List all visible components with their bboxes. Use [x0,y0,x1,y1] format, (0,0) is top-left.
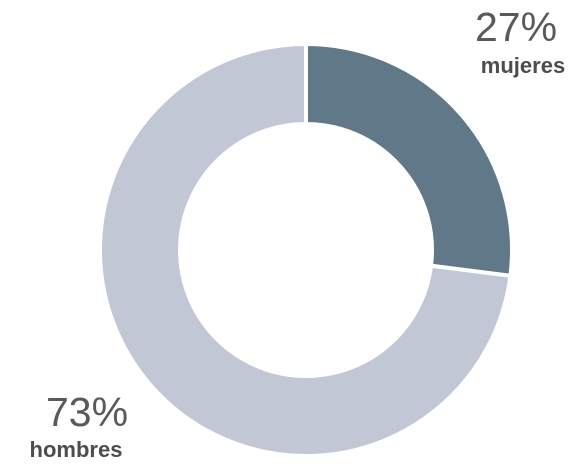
donut-slice-mujeres [304,41,514,279]
donut-slices [98,41,514,458]
slice-percent-hombres: 73% [46,389,128,435]
slice-label-group-hombres: 73% hombres [30,389,128,462]
slice-percent-mujeres: 27% [475,4,557,50]
slice-label-hombres: hombres [30,437,123,462]
donut-slice-hombres [98,41,513,458]
slice-label-group-mujeres: 27% mujeres [475,4,565,78]
slice-label-mujeres: mujeres [481,53,565,78]
